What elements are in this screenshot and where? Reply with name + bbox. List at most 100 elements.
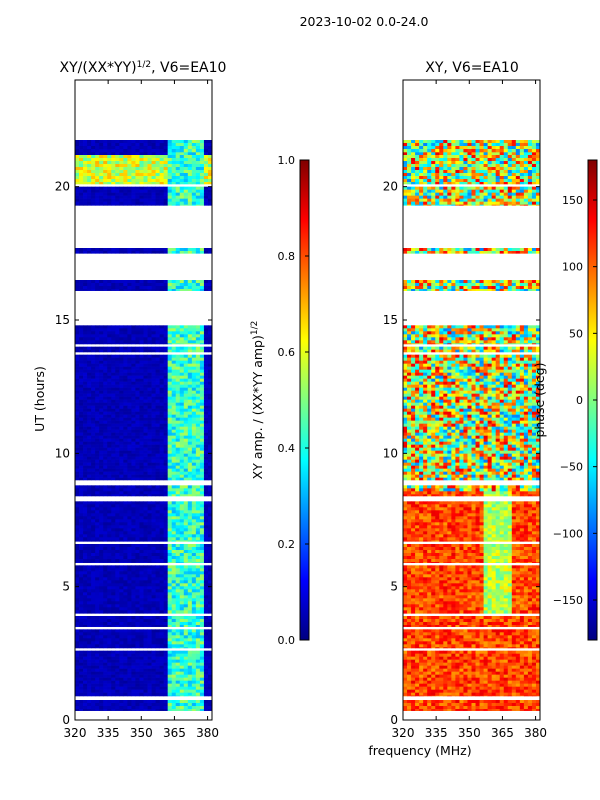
heatmap-cell bbox=[107, 372, 112, 376]
heatmap-cell bbox=[183, 477, 189, 481]
heatmap-cell bbox=[103, 616, 108, 620]
heatmap-cell bbox=[163, 477, 169, 481]
heatmap-cell bbox=[75, 703, 80, 707]
heatmap-cell bbox=[107, 616, 112, 620]
heatmap-cell bbox=[83, 553, 88, 557]
heatmap-cell bbox=[191, 522, 197, 526]
heatmap-cell bbox=[131, 513, 136, 517]
heatmap-cell bbox=[191, 510, 197, 514]
heatmap-cell bbox=[103, 390, 108, 394]
heatmap-cell bbox=[143, 635, 148, 639]
heatmap-cell bbox=[175, 568, 181, 572]
heatmap-cell bbox=[167, 638, 173, 642]
heatmap-cell bbox=[115, 328, 120, 332]
heatmap-cell bbox=[175, 399, 181, 403]
heatmap-cell bbox=[179, 522, 185, 526]
heatmap-cell bbox=[191, 544, 197, 548]
heatmap-cell bbox=[155, 444, 161, 448]
heatmap-cell bbox=[179, 456, 185, 460]
heatmap-cell bbox=[79, 399, 84, 403]
heatmap-cell bbox=[139, 164, 144, 168]
heatmap-cell bbox=[139, 186, 144, 190]
heatmap-cell bbox=[111, 420, 116, 424]
heatmap-cell bbox=[123, 689, 128, 693]
heatmap-cell bbox=[179, 201, 185, 205]
heatmap-cell bbox=[123, 179, 128, 183]
heatmap-cell bbox=[203, 491, 209, 495]
heatmap-cell bbox=[147, 337, 152, 341]
heatmap-cell bbox=[83, 462, 88, 466]
heatmap-cell bbox=[135, 537, 140, 541]
heatmap-cell bbox=[91, 366, 96, 370]
heatmap-cell bbox=[75, 604, 80, 608]
heatmap-cell bbox=[199, 450, 205, 454]
heatmap-cell bbox=[135, 417, 140, 421]
heatmap-cell bbox=[159, 553, 165, 557]
heatmap-cell bbox=[95, 677, 100, 681]
heatmap-cell bbox=[83, 201, 88, 205]
heatmap-cell bbox=[203, 417, 209, 421]
heatmap-cell bbox=[95, 522, 100, 526]
heatmap-cell bbox=[147, 556, 152, 560]
heatmap-cell bbox=[75, 540, 80, 542]
heatmap-cell bbox=[87, 589, 92, 593]
heatmap-cell bbox=[75, 709, 80, 711]
heatmap-cell bbox=[119, 638, 124, 642]
heatmap-cell bbox=[131, 360, 136, 364]
heatmap-cell bbox=[167, 650, 173, 654]
heatmap-cell bbox=[151, 456, 156, 460]
heatmap-cell bbox=[147, 653, 152, 657]
heatmap-cell bbox=[83, 182, 88, 185]
heatmap-cell bbox=[151, 474, 156, 478]
heatmap-cell bbox=[123, 595, 128, 599]
heatmap-cell bbox=[171, 450, 177, 454]
heatmap-cell bbox=[159, 522, 165, 526]
heatmap-cell bbox=[151, 583, 156, 587]
heatmap-cell bbox=[199, 635, 205, 639]
heatmap-cell bbox=[79, 653, 84, 657]
heatmap-cell bbox=[167, 494, 173, 497]
heatmap-cell bbox=[171, 501, 177, 505]
heatmap-cell bbox=[195, 399, 201, 403]
heatmap-cell bbox=[91, 198, 96, 202]
heatmap-cell bbox=[175, 647, 181, 649]
heatmap-cell bbox=[179, 444, 185, 448]
heatmap-cell bbox=[127, 438, 132, 442]
heatmap-cell bbox=[171, 286, 177, 290]
heatmap-cell bbox=[203, 559, 209, 563]
heatmap-cell bbox=[179, 709, 185, 711]
heatmap-cell bbox=[75, 668, 80, 672]
heatmap-cell bbox=[123, 494, 128, 497]
heatmap-cell bbox=[115, 360, 120, 364]
heatmap-cell bbox=[75, 453, 80, 457]
heatmap-cell bbox=[203, 537, 209, 541]
heatmap-cell bbox=[115, 402, 120, 406]
heatmap-cell bbox=[183, 331, 189, 335]
heatmap-cell bbox=[127, 387, 132, 391]
heatmap-cell bbox=[207, 408, 213, 412]
heatmap-cell bbox=[191, 653, 197, 657]
heatmap-cell bbox=[163, 283, 169, 287]
heatmap-cell bbox=[179, 647, 185, 649]
heatmap-cell bbox=[99, 366, 104, 370]
heatmap-cell bbox=[75, 366, 80, 370]
heatmap-cell bbox=[87, 662, 92, 666]
heatmap-cell bbox=[91, 248, 96, 252]
heatmap-cell bbox=[83, 366, 88, 370]
heatmap-cell bbox=[167, 408, 173, 412]
heatmap-cell bbox=[207, 444, 213, 448]
heatmap-cell bbox=[87, 459, 92, 463]
heatmap-cell bbox=[163, 471, 169, 475]
heatmap-cell bbox=[131, 577, 136, 581]
heatmap-cell bbox=[79, 337, 84, 341]
heatmap-cell bbox=[171, 192, 177, 196]
heatmap-cell bbox=[183, 583, 189, 587]
heatmap-cell bbox=[115, 286, 120, 290]
heatmap-cell bbox=[111, 375, 116, 379]
heatmap-cell bbox=[87, 644, 92, 648]
heatmap-cell bbox=[187, 189, 193, 193]
heatmap-cell bbox=[199, 647, 205, 649]
heatmap-cell bbox=[167, 632, 173, 636]
heatmap-cell bbox=[155, 417, 161, 421]
heatmap-cell bbox=[147, 432, 152, 436]
